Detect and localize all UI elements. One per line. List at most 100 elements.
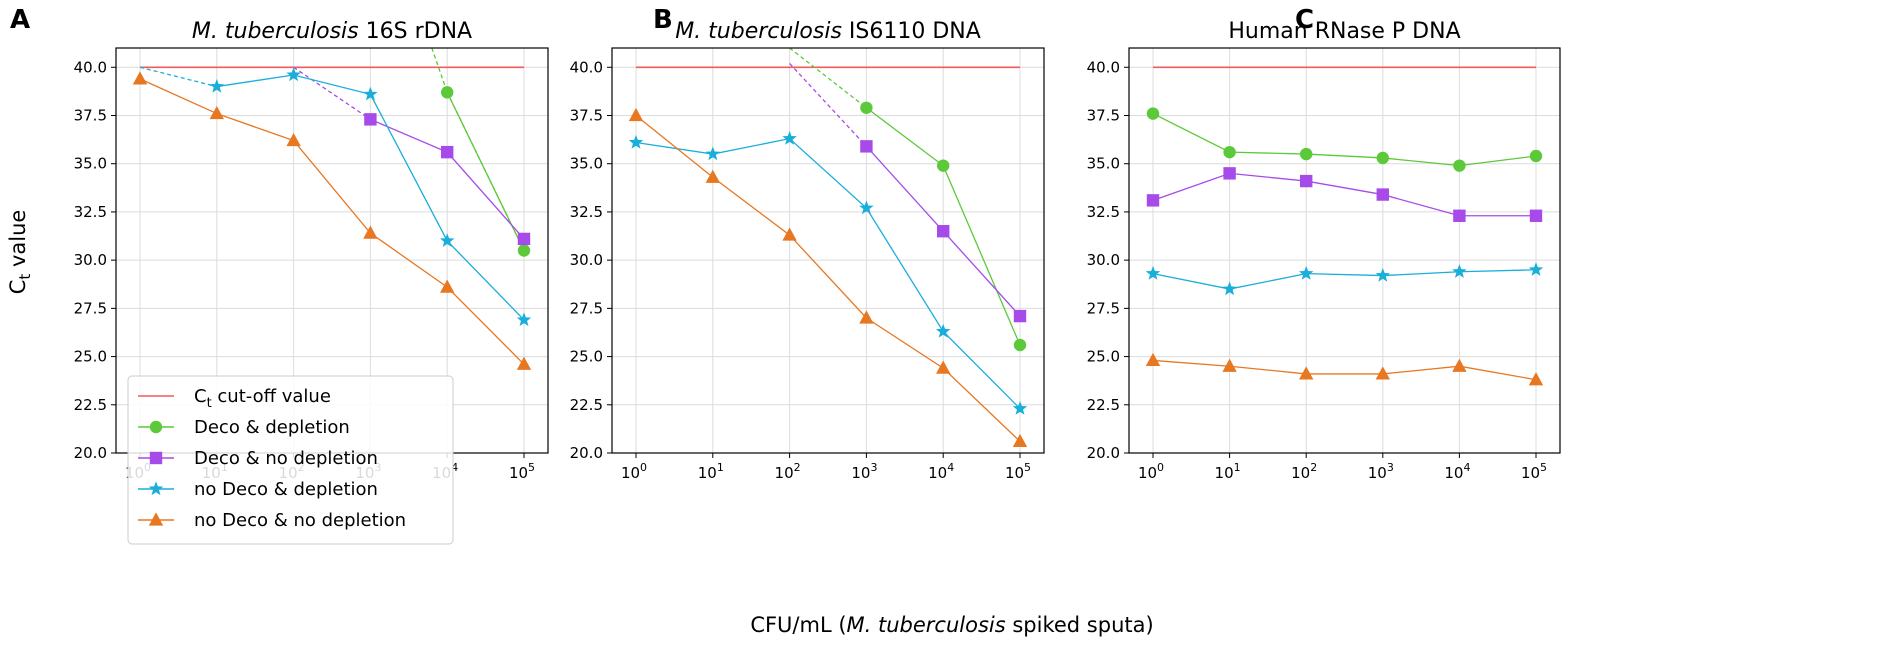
legend: Ct cut-off value Deco & depletion Deco & n… (127, 375, 454, 545)
data-point (1013, 309, 1027, 323)
series-deco-no-depletion (1146, 167, 1543, 222)
legend-label: no Deco & depletion (194, 479, 378, 500)
data-point (1223, 167, 1236, 180)
legend-marker (148, 481, 164, 496)
legend-label: Ct cut-off value (194, 386, 331, 411)
x-tick-label: 105 (1005, 461, 1031, 482)
y-tick-label: 30.0 (570, 251, 603, 269)
data-point (1146, 107, 1160, 120)
y-tick-label: 32.5 (570, 203, 603, 221)
data-point (628, 134, 644, 149)
panel-title: Human RNase P DNA (1228, 19, 1460, 44)
x-tick-label: 102 (1291, 461, 1317, 482)
series-deco-depletion (789, 47, 1027, 352)
y-tick-label: 40.0 (74, 58, 107, 76)
series-no-deco-depletion (139, 66, 532, 327)
data-point (705, 169, 720, 183)
y-tick-label: 20.0 (570, 444, 603, 462)
series-deco-depletion (1146, 107, 1543, 172)
data-point (1529, 209, 1543, 222)
y-tick-label: 37.5 (570, 107, 603, 125)
data-point (286, 132, 301, 147)
data-point (859, 200, 874, 215)
legend-label: no Deco & no depletion (194, 510, 406, 531)
y-tick-label: 40.0 (570, 58, 603, 76)
data-point (1145, 266, 1161, 280)
data-point (937, 159, 950, 172)
y-tick-label: 22.5 (570, 396, 603, 414)
y-tick-label: 30.0 (1087, 251, 1120, 269)
data-point (209, 78, 225, 93)
data-point (364, 113, 377, 126)
y-tick-label: 22.5 (1087, 396, 1120, 414)
series-no-deco-no-depletion (1145, 352, 1544, 386)
x-tick-label: 103 (851, 461, 877, 482)
data-point (441, 145, 454, 159)
data-point (705, 146, 721, 161)
y-tick-label: 30.0 (74, 251, 107, 269)
x-tick-label: 104 (928, 461, 954, 482)
panel-title: M. tuberculosis 16S rDNA (192, 19, 472, 44)
y-tick-label: 37.5 (74, 107, 107, 125)
legend-label: Deco & no depletion (194, 448, 378, 469)
data-point (1375, 267, 1391, 282)
legend-marker (149, 451, 163, 465)
data-point (363, 86, 378, 101)
data-point (860, 140, 873, 153)
y-tick-label: 40.0 (1087, 58, 1120, 76)
x-tick-label: 103 (1368, 461, 1394, 482)
data-point (1222, 281, 1237, 296)
data-point (936, 360, 951, 374)
data-point (937, 225, 950, 238)
data-point (1452, 358, 1467, 372)
series-line (1152, 112, 1537, 167)
data-point (516, 356, 532, 370)
y-tick-label: 37.5 (1087, 107, 1120, 125)
y-tick-label: 20.0 (74, 444, 107, 462)
y-tick-label: 25.0 (1087, 348, 1120, 366)
data-point (286, 67, 301, 82)
x-axis-label: CFU/mL (M. tuberculosis spiked sputa) (750, 613, 1153, 637)
series-line (635, 137, 1021, 410)
series-no-deco-depletion (628, 131, 1028, 415)
panel-b: 20.0 22.5 25.0 27.5 30.0 32.5 35.0 37.5 40.0 100 1… (570, 5, 1045, 482)
data-point (1528, 262, 1544, 276)
legend-marker (148, 512, 164, 526)
data-point (1298, 266, 1314, 280)
data-point (782, 227, 797, 241)
data-point (935, 323, 951, 338)
data-point (1013, 338, 1027, 352)
series-deco-no-depletion (789, 62, 1027, 323)
data-point (1145, 352, 1161, 367)
data-point (628, 107, 644, 122)
data-point (132, 71, 148, 85)
y-tick-label: 32.5 (74, 203, 107, 221)
y-tick-label: 25.0 (570, 348, 603, 366)
series-dashed-line (293, 66, 371, 120)
legend-box (127, 375, 454, 545)
data-point (209, 105, 224, 120)
x-tick-label: 100 (621, 461, 647, 482)
y-tick-label: 20.0 (1087, 444, 1120, 462)
data-point (859, 310, 874, 324)
x-tick-label: 101 (1215, 461, 1241, 482)
data-point (1012, 433, 1028, 448)
series-dashed-line (139, 66, 217, 88)
data-point (1528, 372, 1544, 386)
data-point (1222, 358, 1237, 372)
y-tick-label: 25.0 (74, 348, 107, 366)
series-no-deco-no-depletion (132, 71, 532, 370)
series-line (1152, 269, 1537, 290)
data-point (441, 86, 454, 99)
series-dashed-line (431, 47, 448, 93)
panel-title: M. tuberculosis IS6110 DNA (675, 19, 981, 44)
y-tick-label: 35.0 (74, 155, 107, 173)
y-tick-label: 27.5 (570, 299, 603, 317)
y-tick-label: 27.5 (1087, 299, 1120, 317)
y-tick-label: 35.0 (1087, 155, 1120, 173)
series-line (635, 114, 1021, 442)
series-line (139, 78, 525, 365)
data-point (1452, 264, 1467, 278)
x-tick-label: 100 (1138, 461, 1164, 482)
